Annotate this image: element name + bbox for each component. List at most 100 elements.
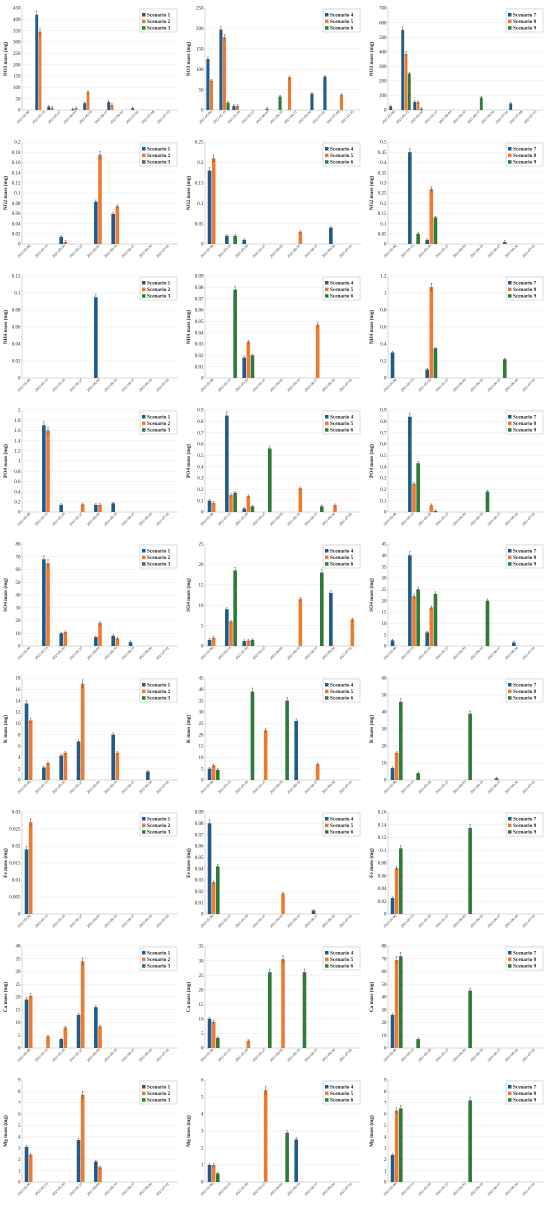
bar-scenario-2 xyxy=(46,563,50,646)
legend-swatch xyxy=(325,964,329,968)
bar-scenario-6 xyxy=(302,972,307,1048)
x-tick-label: 2021-06-03 xyxy=(452,512,467,527)
legend-swatch xyxy=(325,26,329,30)
x-tick-label: 2021-06-03 xyxy=(452,780,467,795)
y-tick-label: 0.25 xyxy=(195,141,204,146)
bar-scenario-5 xyxy=(222,37,227,110)
bar-scenario-9 xyxy=(503,359,507,378)
x-tick-label: 2021-05-27 xyxy=(47,110,62,125)
bar-scenario-9 xyxy=(399,848,403,914)
y-tick-label: 20 xyxy=(199,563,205,568)
x-tick-label: 2021-05-27 xyxy=(69,646,84,661)
x-tick-label: 2021-07-01 xyxy=(521,646,536,661)
error-bar xyxy=(469,988,471,994)
x-tick-label: 2021-05-13 xyxy=(395,110,410,125)
legend-swatch xyxy=(142,147,146,151)
bar-scenario-5 xyxy=(229,621,233,646)
x-tick-label: 2021-06-24 xyxy=(504,1048,519,1063)
error-bar xyxy=(25,997,28,1002)
legend-swatch xyxy=(508,1098,512,1102)
legend-swatch xyxy=(325,287,329,292)
bar-scenario-5 xyxy=(211,1021,216,1048)
x-tick-label: 2021-06-03 xyxy=(452,914,467,929)
bar-scenario-2 xyxy=(63,1027,68,1048)
chart-panel-fe-b: 0 0.01 0.02 0.03 0.04 0.05 0.06 0.07 0.08 0.09 Fe … xyxy=(183,806,366,939)
legend-swatch xyxy=(142,562,146,566)
bar-scenario-4 xyxy=(207,500,212,512)
y-axis-label: NH4 mass (mg) xyxy=(185,310,192,345)
bar-scenario-1 xyxy=(24,703,29,780)
y-tick-label: 0.8 xyxy=(380,420,387,425)
bar-scenario-5 xyxy=(235,105,240,110)
error-bar xyxy=(51,106,53,110)
bar-scenario-8 xyxy=(412,596,416,646)
error-bar xyxy=(321,504,323,508)
legend-swatch xyxy=(142,830,146,834)
legend-label: Scenario 9 xyxy=(513,428,537,434)
bar-scenario-4 xyxy=(207,1165,212,1182)
x-tick-label: 2021-05-27 xyxy=(435,780,450,795)
x-tick-label: 2021-07-08 xyxy=(326,110,341,125)
legend-label: Scenario 9 xyxy=(513,830,537,836)
x-tick-label: 2021-05-27 xyxy=(252,646,267,661)
bar-scenario-7 xyxy=(401,29,405,110)
legend-swatch xyxy=(508,689,512,694)
x-tick-label: 2021-06-03 xyxy=(438,110,453,125)
legend-label: Scenario 5 xyxy=(330,421,354,427)
x-tick-label: 2021-05-13 xyxy=(217,646,232,661)
x-tick-label: 2021-06-10 xyxy=(286,914,301,929)
y-tick-label: 2 xyxy=(384,1158,387,1163)
error-bar xyxy=(60,503,62,507)
y-tick-label: 0 xyxy=(201,1181,204,1186)
legend-swatch xyxy=(325,549,329,553)
error-bar xyxy=(330,226,332,230)
x-tick-label: 2021-06-10 xyxy=(103,780,118,795)
x-tick-label: 2021-05-20 xyxy=(417,1182,432,1197)
x-tick-label: 2021-06-10 xyxy=(103,914,118,929)
x-tick-label: 2021-05-13 xyxy=(217,1048,232,1063)
x-tick-label: 2021-06-10 xyxy=(286,1182,301,1197)
legend-swatch xyxy=(142,689,146,694)
y-tick-label: 0.03 xyxy=(12,811,21,816)
y-tick-label: 0.3 xyxy=(380,182,387,187)
x-tick-label: 2021-05-20 xyxy=(234,1048,249,1063)
legend-swatch xyxy=(508,1085,512,1089)
x-tick-label: 2021-05-13 xyxy=(400,646,415,661)
y-tick-label: 0.06 xyxy=(195,309,204,314)
y-tick-label: 250 xyxy=(13,52,21,57)
y-tick-label: 0.7 xyxy=(197,431,204,436)
bar-scenario-1 xyxy=(24,1146,29,1182)
error-bar xyxy=(99,503,101,507)
y-tick-label: 0.04 xyxy=(195,867,204,872)
y-tick-label: 0.4 xyxy=(380,343,387,348)
x-tick-label: 2021-07-01 xyxy=(155,780,170,795)
legend-label: Scenario 4 xyxy=(330,280,354,286)
legend-swatch xyxy=(325,1098,329,1102)
legend xyxy=(322,142,361,167)
y-tick-label: 0.1 xyxy=(14,292,21,297)
bar-scenario-1 xyxy=(94,201,98,244)
bar-scenario-4 xyxy=(225,415,229,512)
legend-swatch xyxy=(508,153,512,158)
y-tick-label: 30 xyxy=(199,711,205,716)
error-bar xyxy=(212,1020,215,1024)
error-bar xyxy=(401,26,404,34)
bar-scenario-2 xyxy=(28,995,33,1048)
y-tick-label: 0.05 xyxy=(195,320,204,325)
error-bar xyxy=(81,502,84,506)
x-tick-label: 2021-06-17 xyxy=(487,646,502,661)
legend-swatch xyxy=(142,951,146,955)
y-tick-label: 150 xyxy=(196,48,204,53)
legend-swatch xyxy=(325,683,329,687)
bar-scenario-9 xyxy=(399,1108,403,1182)
x-tick-label: 2021-05-20 xyxy=(417,378,432,393)
x-tick-label: 2021-05-13 xyxy=(400,512,415,527)
y-axis-label: Mg mass (mg) xyxy=(2,1115,9,1147)
y-tick-label: 200 xyxy=(379,80,387,85)
y-tick-label: 6 xyxy=(18,745,21,750)
y-tick-label: 4 xyxy=(384,1135,387,1140)
x-tick-label: 2021-06-10 xyxy=(103,1182,118,1197)
bar-scenario-2 xyxy=(80,1094,85,1182)
error-bar xyxy=(299,230,302,234)
